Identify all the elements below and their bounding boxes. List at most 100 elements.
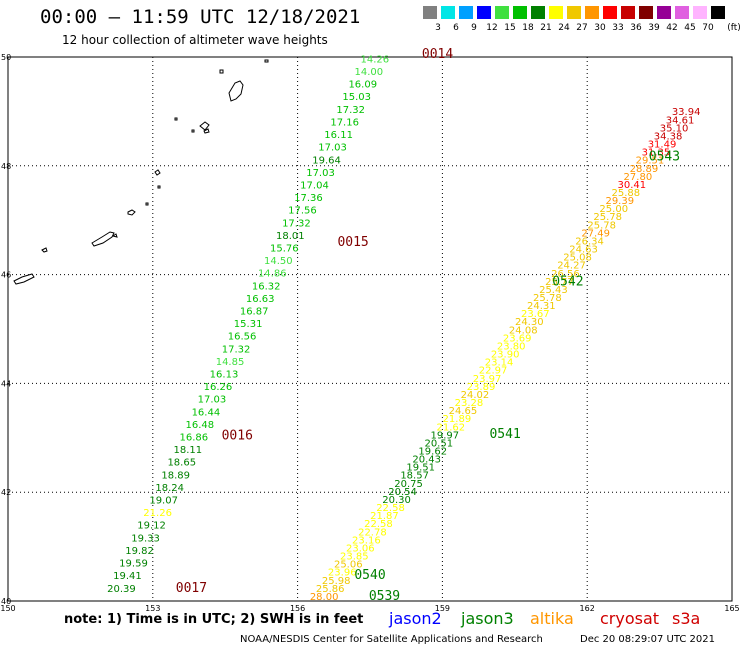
legend-swatch-27 bbox=[566, 5, 582, 20]
wave-height-label: 16.44 bbox=[192, 407, 221, 418]
lat-tick-label: 44 bbox=[1, 379, 11, 388]
wave-height-label: 24.30 bbox=[515, 317, 544, 328]
island-outline bbox=[127, 209, 136, 216]
wave-height-label: 26.34 bbox=[575, 236, 604, 247]
legend-label-12: 12 bbox=[486, 23, 498, 33]
wave-height-label: 28.89 bbox=[630, 164, 659, 175]
legend-swatch-max bbox=[710, 5, 726, 20]
footnote: note: 1) Time is in UTC; 2) SWH is in fe… bbox=[64, 612, 364, 627]
wave-height-label: 20.75 bbox=[394, 479, 423, 490]
legend-swatch-30 bbox=[584, 5, 600, 20]
wave-height-label: 33.94 bbox=[672, 107, 701, 118]
wave-height-label: 24.02 bbox=[461, 390, 490, 401]
wave-height-label: 18.01 bbox=[276, 231, 305, 242]
wave-height-label: 17.56 bbox=[288, 206, 317, 217]
wave-height-label: 16.48 bbox=[186, 420, 215, 431]
wave-height-label: 24.31 bbox=[527, 301, 556, 312]
wave-height-label: 16.11 bbox=[324, 130, 353, 141]
wave-height-label: 18.57 bbox=[400, 471, 429, 482]
wave-height-label: 25.78 bbox=[533, 293, 562, 304]
lat-tick-label: 42 bbox=[1, 488, 11, 497]
wave-height-label: 17.32 bbox=[336, 105, 365, 116]
wave-height-label: 23.90 bbox=[491, 350, 520, 361]
lon-tick-label: 153 bbox=[145, 604, 160, 613]
wave-height-label: 19.33 bbox=[131, 533, 160, 544]
legend-swatch-45 bbox=[674, 5, 690, 20]
wave-height-label: 23.16 bbox=[352, 535, 381, 546]
wave-height-label: 17.36 bbox=[294, 193, 323, 204]
wave-height-label: 28.00 bbox=[310, 592, 339, 603]
wave-height-label: 20.51 bbox=[424, 438, 453, 449]
island-outline bbox=[13, 273, 35, 285]
satellite-jason3-label: jason3 bbox=[461, 609, 514, 628]
pass-time-0541: 0541 bbox=[489, 427, 520, 442]
wave-height-label: 23.80 bbox=[497, 341, 526, 352]
legend-label-15: 15 bbox=[504, 23, 516, 33]
wave-height-label: 25.00 bbox=[599, 204, 628, 215]
wave-height-label: 22.78 bbox=[358, 527, 387, 538]
island-outline bbox=[157, 185, 161, 189]
wave-height-label: 17.32 bbox=[222, 344, 251, 355]
legend-label-39: 39 bbox=[648, 23, 660, 33]
legend-swatch-6 bbox=[440, 5, 456, 20]
generated-timestamp: Dec 20 08:29:07 UTC 2021 bbox=[580, 634, 715, 645]
wave-height-label: 29.51 bbox=[636, 156, 665, 167]
wave-height-label: 20.30 bbox=[382, 495, 411, 506]
pass-time-0016: 0016 bbox=[222, 428, 253, 443]
island-outline bbox=[219, 69, 224, 74]
wave-height-label: 15.03 bbox=[342, 92, 371, 103]
wave-height-label: 23.06 bbox=[346, 543, 375, 554]
wave-height-label: 16.86 bbox=[180, 433, 209, 444]
wave-height-label: 17.03 bbox=[306, 168, 335, 179]
legend-label-27: 27 bbox=[576, 23, 588, 33]
wave-height-label: 14.50 bbox=[264, 256, 293, 267]
legend-label-33: 33 bbox=[612, 23, 624, 33]
lat-tick-label: 46 bbox=[1, 271, 11, 280]
lat-tick-label: 40 bbox=[1, 597, 11, 606]
wave-height-label: 24.65 bbox=[449, 406, 478, 417]
pass-time-0017: 0017 bbox=[176, 581, 207, 596]
satellite-cryosat-label: cryosat bbox=[600, 609, 660, 628]
island-outline bbox=[191, 129, 195, 133]
wave-height-label: 15.31 bbox=[234, 319, 263, 330]
wave-height-label: 31.49 bbox=[648, 140, 677, 151]
pass-time-0540: 0540 bbox=[354, 568, 385, 583]
island-outline bbox=[154, 169, 161, 176]
legend-swatch-12 bbox=[476, 5, 492, 20]
legend-swatch-15 bbox=[494, 5, 510, 20]
wave-height-label: 19.97 bbox=[430, 430, 459, 441]
legend-label-3: 3 bbox=[435, 23, 441, 33]
wave-height-label: 14.26 bbox=[361, 54, 390, 65]
page-title: 00:00 – 11:59 UTC 12/18/2021 bbox=[40, 6, 361, 28]
legend-swatch-18 bbox=[512, 5, 528, 20]
wave-height-label: 19.51 bbox=[406, 463, 435, 474]
lon-tick-label: 165 bbox=[724, 604, 739, 613]
legend-label-18: 18 bbox=[522, 23, 534, 33]
credit-line: NOAA/NESDIS Center for Satellite Applica… bbox=[240, 634, 543, 645]
island-outline bbox=[228, 80, 244, 102]
legend-swatch-70 bbox=[692, 5, 708, 20]
wave-height-label: 16.09 bbox=[348, 80, 377, 91]
lon-tick-label: 162 bbox=[580, 604, 595, 613]
wave-height-label: 24.63 bbox=[569, 245, 598, 256]
wave-height-label: 19.64 bbox=[312, 155, 341, 166]
island-outline bbox=[111, 233, 118, 238]
wave-height-label: 21.89 bbox=[443, 414, 472, 425]
wave-height-label: 25.78 bbox=[587, 220, 616, 231]
wave-height-label: 23.89 bbox=[467, 382, 496, 393]
wave-height-label: 29.39 bbox=[605, 196, 634, 207]
wave-height-label: 20.54 bbox=[388, 487, 417, 498]
wave-height-label: 25.98 bbox=[322, 576, 351, 587]
wave-height-label: 23.69 bbox=[503, 333, 532, 344]
wave-height-label: 16.13 bbox=[210, 370, 239, 381]
wave-height-label: 27.80 bbox=[624, 172, 653, 183]
wave-height-label: 25.88 bbox=[611, 188, 640, 199]
wave-height-label: 25.08 bbox=[563, 253, 592, 264]
wave-height-label: 23.97 bbox=[473, 374, 502, 385]
wave-height-label: 18.89 bbox=[161, 470, 190, 481]
pass-time-0014: 0014 bbox=[422, 47, 453, 62]
wave-height-label: 16.63 bbox=[246, 294, 275, 305]
legend-label-24: 24 bbox=[558, 23, 570, 33]
